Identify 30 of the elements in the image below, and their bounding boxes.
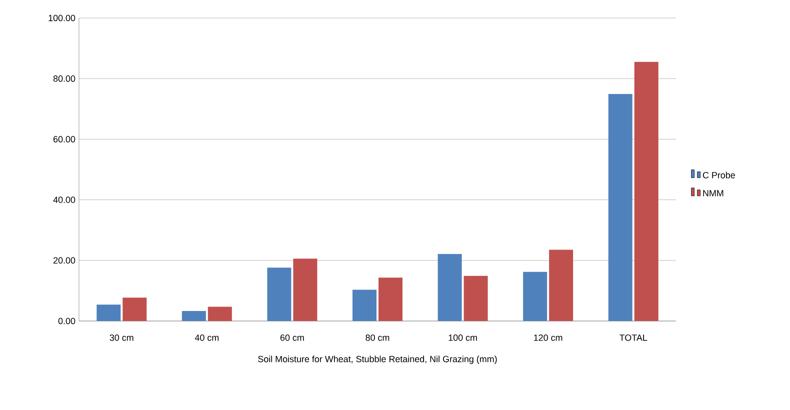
bar: [267, 268, 292, 321]
y-tick-label: 20.00: [53, 257, 76, 264]
y-tick-label: 40.00: [53, 196, 76, 203]
x-tick-label: 40 cm: [194, 334, 219, 341]
bar: [293, 258, 318, 321]
x-tick-label: 100 cm: [448, 334, 477, 341]
bar: [523, 272, 548, 321]
bar: [122, 298, 147, 321]
x-tick-label: 30 cm: [110, 334, 134, 341]
y-tick-label: 100.00: [48, 14, 76, 22]
bar: [378, 278, 402, 321]
bar: [464, 276, 488, 321]
legend-label: C Probe: [702, 172, 735, 178]
bar: [352, 290, 377, 321]
y-tick-label: 80.00: [53, 75, 76, 82]
bar: [182, 311, 206, 321]
bar: [549, 250, 574, 321]
bar: [96, 304, 121, 321]
bar: [208, 306, 232, 321]
bar: [438, 254, 462, 321]
x-tick-label: 80 cm: [366, 334, 390, 341]
bar: [608, 94, 632, 321]
bar: [634, 62, 658, 321]
x-tick-label: TOTAL: [620, 334, 648, 341]
legend-label: NMM: [703, 190, 724, 196]
x-axis-title: Soil Moisture for Wheat, Stubble Retained, Nil Grazing (mm): [258, 356, 497, 364]
x-tick-label: 120 cm: [534, 334, 562, 341]
x-tick-label: 60 cm: [280, 334, 304, 341]
y-tick-label: 60.00: [53, 136, 76, 142]
y-tick-label: 0.00: [58, 318, 76, 324]
